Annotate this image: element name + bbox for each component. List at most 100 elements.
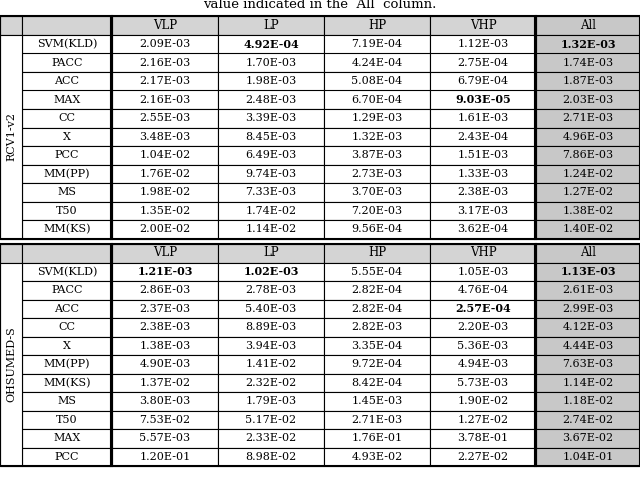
Text: MS: MS xyxy=(58,396,77,406)
Bar xyxy=(324,128,430,146)
Text: 2.71E-03: 2.71E-03 xyxy=(351,415,403,425)
Text: 2.78E-03: 2.78E-03 xyxy=(245,285,296,295)
Text: 1.90E-02: 1.90E-02 xyxy=(458,396,509,406)
Text: 1.27E-02: 1.27E-02 xyxy=(563,187,614,197)
Bar xyxy=(430,318,536,337)
Bar xyxy=(536,281,640,300)
Bar xyxy=(112,373,218,392)
Bar xyxy=(218,392,324,411)
Bar xyxy=(218,35,324,54)
Text: 1.20E-01: 1.20E-01 xyxy=(140,452,191,462)
Text: 1.27E-02: 1.27E-02 xyxy=(458,415,509,425)
Text: 4.24E-04: 4.24E-04 xyxy=(351,58,403,68)
Text: 8.42E-04: 8.42E-04 xyxy=(351,378,403,388)
Bar xyxy=(218,54,324,72)
Bar xyxy=(430,447,536,466)
Bar xyxy=(0,16,640,239)
Text: 2.43E-04: 2.43E-04 xyxy=(458,132,509,142)
Text: 2.57E-04: 2.57E-04 xyxy=(455,303,511,314)
Bar xyxy=(218,373,324,392)
Text: 7.86E-03: 7.86E-03 xyxy=(563,150,614,160)
Bar xyxy=(536,16,640,35)
Bar xyxy=(22,72,112,90)
Bar xyxy=(430,183,536,202)
Text: VLP: VLP xyxy=(153,19,177,32)
Text: 4.96E-03: 4.96E-03 xyxy=(563,132,614,142)
Text: 1.14E-02: 1.14E-02 xyxy=(245,224,296,234)
Text: MS: MS xyxy=(58,187,77,197)
Text: 2.61E-03: 2.61E-03 xyxy=(563,285,614,295)
Text: VHP: VHP xyxy=(470,19,496,32)
Bar xyxy=(218,183,324,202)
Bar xyxy=(0,243,22,262)
Bar xyxy=(22,447,112,466)
Bar xyxy=(112,355,218,373)
Text: value indicated in the  All  column.: value indicated in the All column. xyxy=(204,0,436,11)
Bar xyxy=(536,262,640,281)
Bar xyxy=(112,72,218,90)
Bar xyxy=(324,337,430,355)
Bar xyxy=(22,281,112,300)
Text: 4.76E-04: 4.76E-04 xyxy=(458,285,509,295)
Text: 2.32E-02: 2.32E-02 xyxy=(245,378,296,388)
Bar xyxy=(22,183,112,202)
Bar xyxy=(536,90,640,109)
Text: OHSUMED-S: OHSUMED-S xyxy=(6,326,16,402)
Text: 2.09E-03: 2.09E-03 xyxy=(140,39,191,49)
Text: 3.70E-03: 3.70E-03 xyxy=(351,187,403,197)
Text: 2.75E-04: 2.75E-04 xyxy=(458,58,509,68)
Bar xyxy=(430,146,536,164)
Text: LP: LP xyxy=(263,247,279,260)
Bar xyxy=(536,128,640,146)
Bar xyxy=(0,262,22,466)
Bar xyxy=(430,164,536,183)
Bar xyxy=(324,447,430,466)
Bar xyxy=(218,300,324,318)
Bar xyxy=(536,429,640,447)
Text: CC: CC xyxy=(58,113,76,123)
Text: 2.00E-02: 2.00E-02 xyxy=(140,224,191,234)
Text: 9.56E-04: 9.56E-04 xyxy=(351,224,403,234)
Bar xyxy=(218,16,324,35)
Bar xyxy=(324,54,430,72)
Text: 2.37E-03: 2.37E-03 xyxy=(140,304,191,314)
Bar xyxy=(324,35,430,54)
Text: 2.82E-03: 2.82E-03 xyxy=(351,322,403,332)
Bar xyxy=(218,72,324,90)
Bar xyxy=(324,72,430,90)
Bar xyxy=(536,72,640,90)
Bar xyxy=(536,54,640,72)
Text: MAX: MAX xyxy=(53,433,81,443)
Text: 1.40E-02: 1.40E-02 xyxy=(563,224,614,234)
Bar xyxy=(22,16,112,35)
Bar xyxy=(22,109,112,128)
Bar xyxy=(22,164,112,183)
Text: All: All xyxy=(580,247,596,260)
Bar xyxy=(430,281,536,300)
Bar xyxy=(536,355,640,373)
Text: 5.40E-03: 5.40E-03 xyxy=(245,304,296,314)
Text: 2.71E-03: 2.71E-03 xyxy=(563,113,614,123)
Text: 1.24E-02: 1.24E-02 xyxy=(563,169,614,179)
Bar xyxy=(112,392,218,411)
Text: 3.48E-03: 3.48E-03 xyxy=(140,132,191,142)
Bar xyxy=(0,35,22,239)
Text: 6.49E-03: 6.49E-03 xyxy=(245,150,296,160)
Text: 1.18E-02: 1.18E-02 xyxy=(563,396,614,406)
Bar xyxy=(324,355,430,373)
Text: 1.38E-03: 1.38E-03 xyxy=(140,341,191,351)
Bar xyxy=(22,429,112,447)
Text: 1.61E-03: 1.61E-03 xyxy=(458,113,509,123)
Text: PACC: PACC xyxy=(51,58,83,68)
Bar xyxy=(112,262,218,281)
Text: 1.02E-03: 1.02E-03 xyxy=(243,266,299,277)
Bar xyxy=(0,243,640,466)
Text: 7.63E-03: 7.63E-03 xyxy=(563,359,614,369)
Bar xyxy=(430,411,536,429)
Text: MM(KS): MM(KS) xyxy=(44,378,91,388)
Text: SVM(KLD): SVM(KLD) xyxy=(37,267,97,277)
Bar xyxy=(112,146,218,164)
Bar xyxy=(218,337,324,355)
Bar xyxy=(430,128,536,146)
Text: 2.20E-03: 2.20E-03 xyxy=(458,322,509,332)
